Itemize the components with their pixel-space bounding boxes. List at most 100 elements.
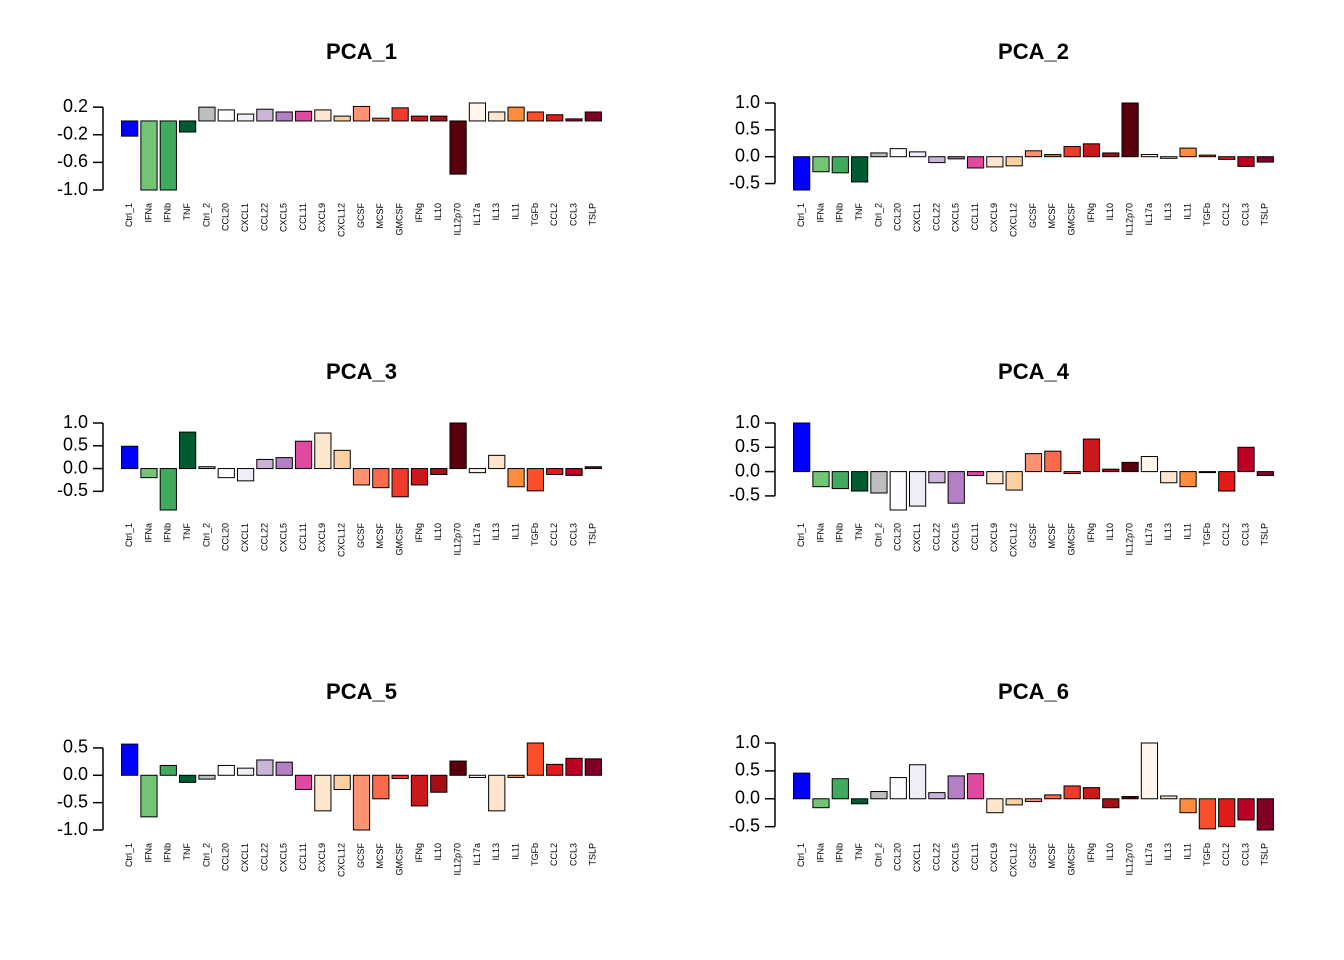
x-tick-label: CXCL9	[989, 843, 999, 872]
x-tick-label: CCL2	[549, 843, 559, 866]
y-tick-label: 1.0	[735, 412, 760, 432]
bar	[1218, 156, 1236, 160]
y-tick-label: -1.0	[57, 819, 88, 839]
x-tick-label: IFNa	[143, 523, 153, 543]
bar	[928, 792, 946, 800]
bar	[121, 743, 139, 776]
chart-title: PCA_5	[326, 679, 397, 704]
x-tick-label: IFNb	[163, 523, 173, 543]
bar	[410, 115, 429, 122]
bar	[449, 760, 467, 776]
bar	[507, 106, 525, 122]
bar	[1218, 798, 1236, 828]
x-tick-label: IL10	[433, 523, 443, 541]
x-tick-label: TNF	[182, 523, 192, 541]
bar	[546, 468, 564, 475]
x-tick-label: TGFb	[1202, 203, 1212, 226]
bar	[352, 774, 371, 831]
bar	[947, 156, 965, 160]
x-tick-label: IFNa	[815, 203, 825, 223]
x-tick-label: TNF	[854, 523, 864, 541]
bar	[430, 115, 448, 122]
bar	[1005, 798, 1023, 806]
bar	[1121, 461, 1139, 473]
x-tick-label: MCSF	[1047, 203, 1057, 229]
x-tick-label: IFNa	[143, 203, 153, 223]
bar	[1044, 450, 1062, 473]
x-tick-label: IL12p70	[452, 523, 462, 556]
bar	[793, 772, 811, 800]
bar	[1179, 471, 1197, 488]
y-tick-label: -0.5	[729, 815, 760, 835]
y-tick-label: -0.5	[57, 480, 88, 500]
x-tick-label: IL10	[1105, 203, 1115, 221]
bar	[333, 774, 351, 791]
bar	[1102, 152, 1120, 158]
bar	[1160, 471, 1178, 484]
x-tick-label: IL13	[1163, 203, 1173, 221]
x-tick-label: GCSF	[1028, 843, 1038, 869]
x-tick-label: Ctrl_1	[796, 203, 806, 227]
x-tick-label: TNF	[854, 203, 864, 221]
bar	[546, 763, 564, 776]
bar	[488, 774, 506, 812]
x-tick-label: GMCSF	[395, 203, 405, 236]
x-tick-label: TNF	[182, 843, 192, 861]
bar	[391, 468, 409, 498]
bar	[159, 764, 177, 776]
x-tick-label: CCL2	[549, 523, 559, 546]
x-tick-label: CXCL9	[989, 203, 999, 232]
bar	[565, 757, 583, 776]
bar	[121, 445, 139, 470]
x-tick-label: CXCL5	[951, 203, 961, 232]
bar	[275, 111, 293, 122]
bar	[1256, 798, 1274, 831]
bar	[908, 151, 927, 158]
x-tick-label: Ctrl_1	[124, 843, 134, 867]
y-tick-label: -0.2	[57, 124, 88, 144]
bar	[236, 468, 255, 482]
bar	[294, 110, 313, 122]
x-tick-label: TSLP	[588, 203, 598, 226]
x-tick-label: TSLP	[1260, 843, 1270, 866]
bar	[1256, 156, 1274, 163]
bar	[488, 111, 506, 122]
x-tick-label: CCL11	[970, 523, 980, 550]
y-tick-label: 0.0	[735, 788, 760, 808]
x-tick-label: CCL3	[568, 203, 578, 226]
x-tick-label: CXCL1	[912, 843, 922, 872]
x-tick-label: TGFb	[530, 523, 540, 546]
x-tick-label: IL17a	[1144, 203, 1154, 226]
bar	[851, 798, 869, 805]
bar	[430, 774, 448, 793]
bar	[565, 468, 583, 476]
bar	[198, 106, 216, 122]
bar	[372, 468, 390, 489]
x-tick-label: CCL3	[1240, 843, 1250, 866]
x-tick-label: IFNg	[414, 203, 424, 223]
bar	[372, 774, 390, 800]
bar	[275, 457, 293, 470]
x-tick-label: TNF	[182, 203, 192, 221]
bar	[584, 758, 602, 776]
bar	[488, 454, 506, 470]
bar	[526, 111, 544, 122]
x-tick-label: GMCSF	[395, 523, 405, 556]
x-tick-label: CCL11	[298, 203, 308, 230]
x-tick-label: GMCSF	[1067, 843, 1077, 876]
x-tick-label: IL11	[1182, 843, 1192, 860]
bar	[236, 767, 255, 776]
bar	[1198, 471, 1216, 474]
bar	[256, 458, 274, 470]
bar	[584, 111, 602, 122]
x-tick-label: Ctrl_2	[201, 843, 211, 867]
bar	[507, 774, 525, 778]
bar	[851, 471, 869, 492]
bar	[121, 120, 139, 137]
x-tick-label: Ctrl_1	[124, 523, 134, 547]
bar	[1121, 102, 1139, 158]
x-tick-label: CCL3	[1240, 203, 1250, 226]
x-tick-label: IL11	[510, 203, 520, 220]
bar	[217, 109, 235, 122]
